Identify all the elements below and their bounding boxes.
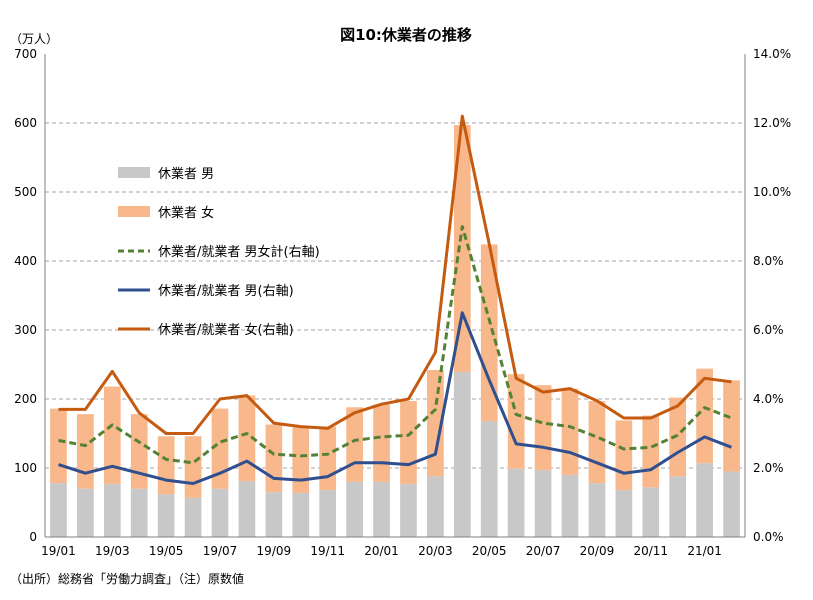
legend-swatch xyxy=(118,206,150,217)
right-tick-label: 8.0% xyxy=(753,254,784,268)
legend-label: 休業者/就業者 女(右軸) xyxy=(158,322,294,338)
line-total-ratio xyxy=(58,225,733,465)
left-axis-unit: （万人） xyxy=(10,32,58,46)
bar-female xyxy=(588,401,606,484)
bar-female xyxy=(265,424,283,493)
legend-label: 休業者/就業者 男(右軸) xyxy=(158,283,294,299)
bar-male xyxy=(292,492,310,537)
bar-male xyxy=(588,483,606,537)
legend-swatch xyxy=(118,167,150,178)
bar-male xyxy=(480,421,498,537)
series-lines xyxy=(58,114,733,485)
bar-male xyxy=(265,492,283,537)
right-tick-label: 14.0% xyxy=(753,47,791,61)
line-female-ratio xyxy=(58,114,732,435)
bar-male xyxy=(427,476,444,537)
bars xyxy=(50,125,740,537)
x-tick-label: 20/07 xyxy=(526,544,561,558)
bar-female xyxy=(480,244,498,422)
footnote: （出所）総務省「労働力調査」（注）原数値 xyxy=(10,571,244,586)
right-tick-label: 0.0% xyxy=(753,530,784,544)
bar-male xyxy=(211,488,229,537)
chart-title: 図10:休業者の推移 xyxy=(340,26,472,44)
bar-female xyxy=(453,125,471,373)
bar-female xyxy=(157,436,175,495)
bar-male xyxy=(77,488,94,537)
left-tick-label: 500 xyxy=(14,185,37,199)
bar-female xyxy=(642,415,660,488)
right-tick-label: 12.0% xyxy=(753,116,791,130)
bar-male xyxy=(319,490,337,537)
bar-female xyxy=(319,426,337,491)
right-tick-label: 6.0% xyxy=(753,323,784,337)
bar-female xyxy=(238,395,256,482)
legend-label: 休業者 男 xyxy=(158,166,214,182)
left-tick-label: 600 xyxy=(14,116,37,130)
bar-female xyxy=(507,374,525,469)
x-tick-label: 19/09 xyxy=(257,544,292,558)
left-tick-label: 100 xyxy=(14,461,37,475)
x-tick-label: 19/03 xyxy=(95,544,130,558)
bar-male xyxy=(130,488,148,537)
bar-male xyxy=(453,372,471,537)
x-axis-ticks: 19/01 19/03 19/05 19/07 19/09 19/11 20/01 20/03… xyxy=(41,544,722,558)
x-tick-label: 19/11 xyxy=(310,544,345,558)
left-tick-label: 0 xyxy=(29,530,37,544)
left-tick-label: 400 xyxy=(14,254,37,268)
bar-male xyxy=(642,487,660,537)
bar-female xyxy=(400,401,417,484)
bar-female xyxy=(373,404,390,482)
left-tick-label: 300 xyxy=(14,323,37,337)
bar-male xyxy=(696,463,713,537)
bar-female xyxy=(427,370,444,477)
bar-male xyxy=(238,481,256,537)
right-tick-label: 4.0% xyxy=(753,392,784,406)
bar-female xyxy=(211,408,229,489)
bar-male xyxy=(103,483,121,537)
bar-male xyxy=(373,481,390,537)
x-tick-label: 19/07 xyxy=(203,544,238,558)
legend-label: 休業者/就業者 男女計(右軸) xyxy=(158,244,320,260)
bar-female xyxy=(534,385,552,471)
bar-male xyxy=(669,476,687,537)
bar-female xyxy=(184,436,202,498)
axes xyxy=(44,54,746,538)
right-axis-ticks: 0.0% 2.0% 4.0% 6.0% 8.0% 10.0% 12.0% 14.0% xyxy=(753,47,791,544)
bar-male xyxy=(507,468,525,537)
legend-label: 休業者 女 xyxy=(158,205,214,221)
left-axis-ticks: 0 100 200 300 400 500 600 700 xyxy=(14,47,37,544)
line-male-ratio xyxy=(58,311,733,485)
bar-female xyxy=(723,380,740,472)
bar-male xyxy=(534,470,552,537)
right-tick-label: 10.0% xyxy=(753,185,791,199)
x-tick-label: 20/01 xyxy=(364,544,399,558)
left-tick-label: 200 xyxy=(14,392,37,406)
bar-female xyxy=(561,388,579,475)
bar-male xyxy=(50,483,67,537)
bar-female xyxy=(292,427,310,493)
right-tick-label: 2.0% xyxy=(753,461,784,475)
bar-male xyxy=(184,497,202,537)
bar-male xyxy=(157,494,175,537)
bar-female xyxy=(77,414,94,489)
x-tick-label: 20/09 xyxy=(580,544,615,558)
bar-male xyxy=(615,490,633,537)
bar-male xyxy=(723,471,740,537)
x-tick-label: 19/05 xyxy=(149,544,184,558)
bar-female xyxy=(615,420,633,491)
x-tick-label: 20/11 xyxy=(633,544,668,558)
x-tick-label: 19/01 xyxy=(41,544,76,558)
bar-male xyxy=(346,481,363,537)
x-tick-label: 20/03 xyxy=(418,544,453,558)
left-tick-label: 700 xyxy=(14,47,37,61)
bar-female xyxy=(50,408,67,484)
x-tick-label: 21/01 xyxy=(687,544,722,558)
x-tick-label: 20/05 xyxy=(472,544,507,558)
bar-male xyxy=(400,483,417,537)
bar-female xyxy=(130,414,148,489)
bar-male xyxy=(561,474,579,537)
bar-female xyxy=(103,386,121,484)
